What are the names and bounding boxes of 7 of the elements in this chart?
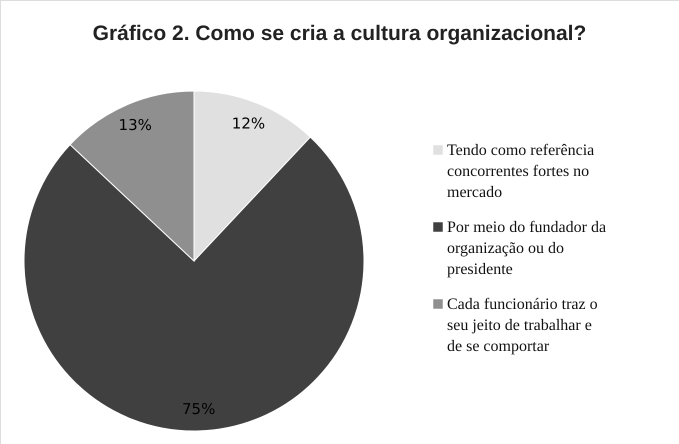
chart-title: Gráfico 2. Como se cria a cultura organizacional? (92, 22, 586, 45)
legend-label: Cada funcionário traz o seu jeito de trabalhar e de se comportar (447, 296, 598, 355)
data-label: 12% (232, 114, 266, 132)
data-label: 13% (118, 116, 152, 134)
legend-label: Por meio do fundador da organização ou do presidente (447, 219, 606, 278)
legend-label: Tendo como referência concorrentes fortes no mercado (447, 142, 594, 201)
data-label: 75% (182, 400, 216, 418)
